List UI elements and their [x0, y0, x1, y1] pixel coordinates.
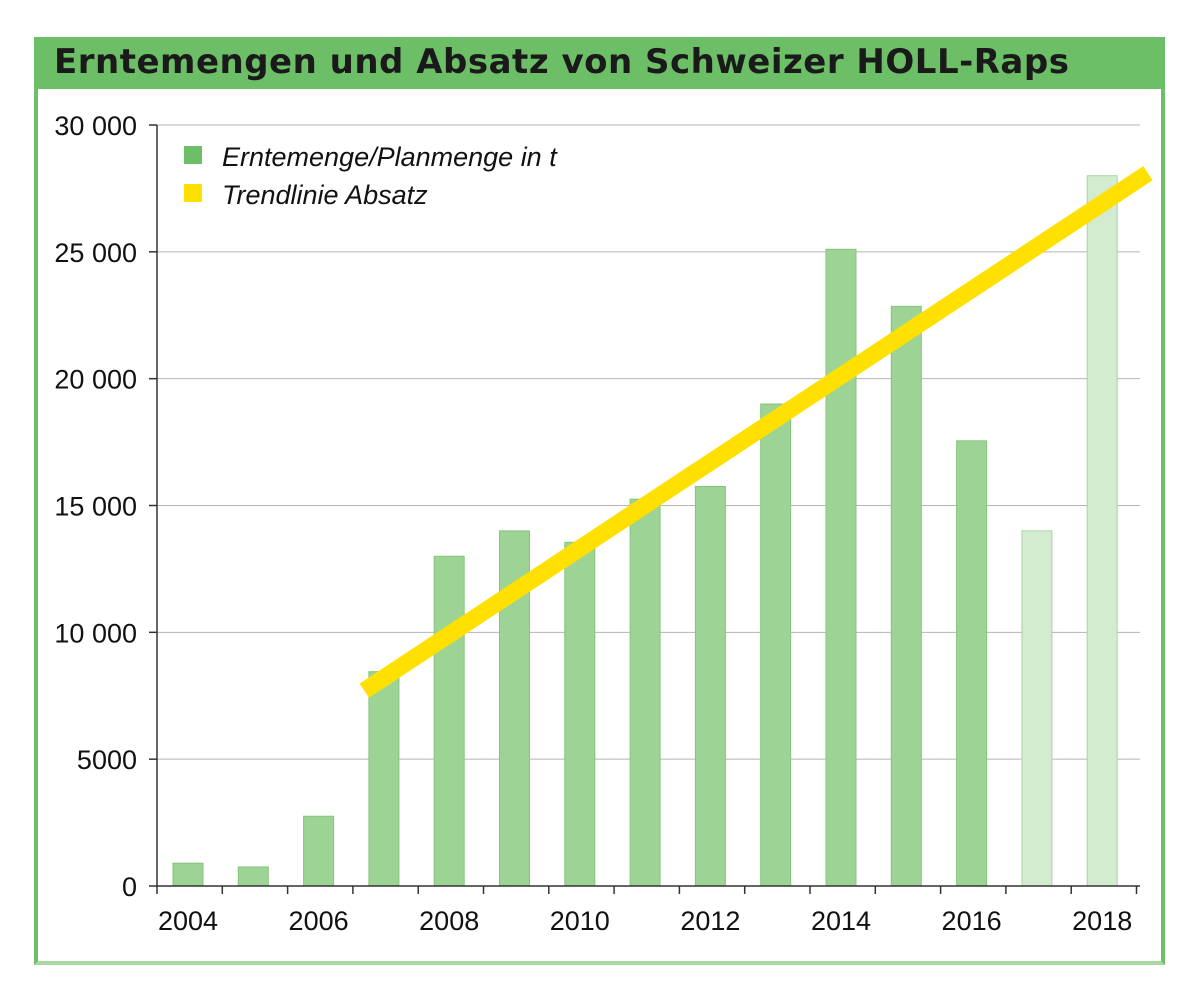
bar-2017 — [1021, 530, 1053, 887]
x-tick-label-2014: 2014 — [811, 906, 871, 936]
x-tick-label-2012: 2012 — [680, 906, 740, 936]
y-axis-labels: 0 5000 10 000 15 000 20 000 25 000 30 000 — [54, 111, 137, 902]
x-tick-label-2010: 2010 — [550, 906, 610, 936]
x-tick-label-2006: 2006 — [289, 906, 349, 936]
bar-2004 — [172, 862, 204, 887]
legend-label-harvest: Erntemenge/Planmenge in t — [222, 142, 558, 172]
bar-2012 — [694, 485, 726, 887]
x-tick-label-2008: 2008 — [419, 906, 479, 936]
legend-swatch-trend — [184, 184, 202, 202]
y-tick-label-15000: 15 000 — [54, 492, 137, 522]
bar-2018 — [1086, 175, 1118, 887]
legend-label-trend: Trendlinie Absatz — [222, 180, 428, 210]
x-tick-label-2004: 2004 — [158, 906, 218, 936]
trendline — [359, 166, 1153, 698]
chart-title: Erntemengen und Absatz von Schweizer HOL… — [54, 42, 1070, 82]
bar-2008 — [433, 555, 465, 887]
x-tick-label-2016: 2016 — [942, 906, 1002, 936]
bar-2006 — [303, 815, 335, 887]
y-tick-label-0: 0 — [122, 872, 137, 902]
y-tick-label-30000: 30 000 — [54, 111, 137, 141]
bar-2005 — [237, 866, 269, 887]
x-tick-label-2018: 2018 — [1072, 906, 1132, 936]
bar-2016 — [956, 440, 988, 887]
legend: Erntemenge/Planmenge in t Trendlinie Abs… — [184, 142, 558, 210]
y-tick-label-10000: 10 000 — [54, 618, 137, 648]
bar-2011 — [629, 498, 661, 887]
bars — [172, 175, 1118, 887]
bar-2013 — [760, 403, 792, 887]
bar-2007 — [368, 671, 400, 887]
bar-2010 — [564, 541, 596, 887]
axes — [149, 124, 1140, 894]
y-tick-label-5000: 5000 — [77, 745, 137, 775]
legend-swatch-harvest — [184, 146, 202, 164]
bar-2015 — [890, 305, 922, 887]
y-tick-label-25000: 25 000 — [54, 238, 137, 268]
x-axis-labels: 2004 2006 2008 2010 2012 2014 2016 2018 — [158, 906, 1132, 936]
y-tick-label-20000: 20 000 — [54, 365, 137, 395]
title-bar: Erntemengen und Absatz von Schweizer HOL… — [38, 37, 1161, 89]
trendline-group — [359, 166, 1153, 698]
bar-2014 — [825, 248, 857, 887]
